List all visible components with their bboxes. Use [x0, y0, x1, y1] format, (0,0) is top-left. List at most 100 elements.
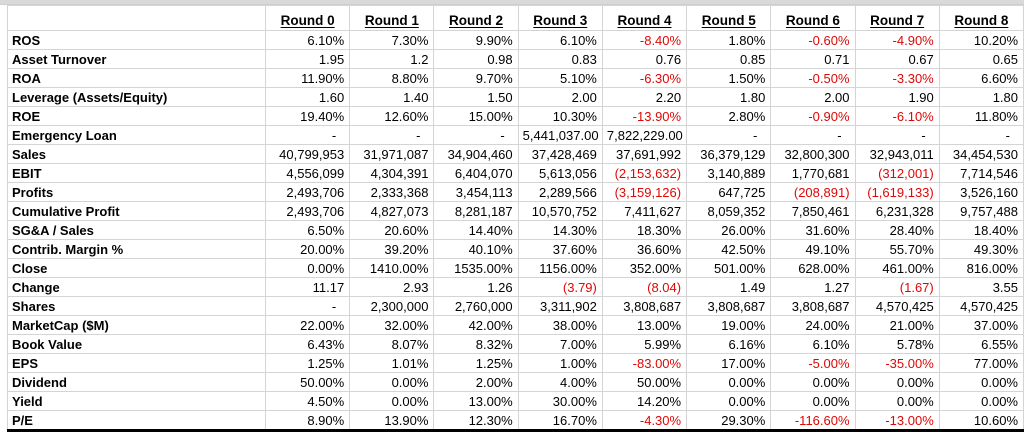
value-cell[interactable]: 0.00% [349, 372, 435, 392]
value-cell[interactable]: 22.00% [264, 315, 351, 335]
value-cell[interactable]: (1,619,133) [854, 182, 940, 202]
value-cell[interactable]: - [433, 125, 519, 145]
value-cell[interactable]: 1410.00% [349, 258, 435, 278]
row-label[interactable]: ROA [7, 68, 266, 88]
value-cell[interactable]: 1.50 [433, 87, 519, 107]
column-header-round-4[interactable]: Round 4 [601, 5, 688, 31]
value-cell[interactable]: 0.00% [770, 372, 856, 392]
row-label[interactable]: ROE [7, 106, 266, 126]
value-cell[interactable]: 36,379,129 [686, 144, 772, 164]
value-cell[interactable]: 1.40 [349, 87, 435, 107]
row-label[interactable]: EBIT [7, 163, 266, 183]
value-cell[interactable]: 42.50% [686, 239, 772, 259]
value-cell[interactable]: 0.00% [770, 391, 856, 411]
value-cell[interactable]: 2.00 [517, 87, 603, 107]
value-cell[interactable]: 6.10% [264, 30, 351, 50]
value-cell[interactable]: 0.71 [770, 49, 856, 69]
column-header-round-5[interactable]: Round 5 [686, 5, 772, 31]
value-cell[interactable]: 5,441,037.00 [517, 125, 603, 145]
value-cell[interactable]: 26.00% [686, 220, 772, 240]
value-cell[interactable]: 14.20% [601, 391, 688, 411]
value-cell[interactable]: 8.07% [349, 334, 435, 354]
value-cell[interactable]: 0.85 [686, 49, 772, 69]
value-cell[interactable]: (3.79) [517, 277, 603, 297]
value-cell[interactable]: 50.00% [264, 372, 351, 392]
value-cell[interactable]: 32.00% [349, 315, 435, 335]
value-cell[interactable]: 7,822,229.00 [601, 125, 688, 145]
value-cell[interactable]: (2,153,632) [601, 163, 688, 183]
value-cell[interactable]: 1.25% [433, 353, 519, 373]
column-header-round-3[interactable]: Round 3 [517, 5, 603, 31]
value-cell[interactable]: 816.00% [938, 258, 1024, 278]
row-label[interactable]: EPS [7, 353, 266, 373]
value-cell[interactable]: 1535.00% [433, 258, 519, 278]
value-cell[interactable]: 6,231,328 [854, 201, 940, 221]
value-cell[interactable]: 37,691,992 [601, 144, 688, 164]
value-cell[interactable]: 17.00% [686, 353, 772, 373]
value-cell[interactable]: 1156.00% [517, 258, 603, 278]
value-cell[interactable]: - [349, 125, 435, 145]
value-cell[interactable]: 3,808,687 [686, 296, 772, 316]
value-cell[interactable]: 2.00 [770, 87, 856, 107]
value-cell[interactable]: -8.40% [601, 30, 688, 50]
value-cell[interactable]: 21.00% [854, 315, 940, 335]
value-cell[interactable]: 13.90% [349, 410, 435, 431]
value-cell[interactable]: 6.60% [938, 68, 1024, 88]
value-cell[interactable]: 6.10% [770, 334, 856, 354]
value-cell[interactable]: 0.83 [517, 49, 603, 69]
value-cell[interactable]: 31.60% [770, 220, 856, 240]
value-cell[interactable]: (1.67) [854, 277, 940, 297]
value-cell[interactable]: 5.10% [517, 68, 603, 88]
value-cell[interactable]: 1.25% [264, 353, 351, 373]
value-cell[interactable]: 7.00% [517, 334, 603, 354]
value-cell[interactable]: 7,714,546 [938, 163, 1024, 183]
value-cell[interactable]: 4.50% [264, 391, 351, 411]
row-label[interactable]: SG&A / Sales [7, 220, 266, 240]
value-cell[interactable]: 2,300,000 [349, 296, 435, 316]
value-cell[interactable]: 13.00% [601, 315, 688, 335]
value-cell[interactable]: 77.00% [938, 353, 1024, 373]
value-cell[interactable]: 20.00% [264, 239, 351, 259]
value-cell[interactable]: -3.30% [854, 68, 940, 88]
value-cell[interactable]: -5.00% [770, 353, 856, 373]
value-cell[interactable]: 14.30% [517, 220, 603, 240]
row-label[interactable]: Change [7, 277, 266, 297]
row-label[interactable]: Shares [7, 296, 266, 316]
value-cell[interactable]: 11.90% [264, 68, 351, 88]
value-cell[interactable]: 38.00% [517, 315, 603, 335]
value-cell[interactable]: 11.17 [264, 277, 351, 297]
value-cell[interactable]: 6.55% [938, 334, 1024, 354]
value-cell[interactable]: 9.70% [433, 68, 519, 88]
value-cell[interactable]: 50.00% [601, 372, 688, 392]
value-cell[interactable]: 42.00% [433, 315, 519, 335]
row-label[interactable]: Asset Turnover [7, 49, 266, 69]
value-cell[interactable]: 1.80 [686, 87, 772, 107]
value-cell[interactable]: -83.00% [601, 353, 688, 373]
value-cell[interactable]: 8,281,187 [433, 201, 519, 221]
value-cell[interactable]: 18.40% [938, 220, 1024, 240]
value-cell[interactable]: 12.30% [433, 410, 519, 431]
value-cell[interactable]: 37.00% [938, 315, 1024, 335]
value-cell[interactable]: 14.40% [433, 220, 519, 240]
row-label[interactable]: Contrib. Margin % [7, 239, 266, 259]
value-cell[interactable]: 55.70% [854, 239, 940, 259]
value-cell[interactable]: 37.60% [517, 239, 603, 259]
row-label[interactable]: Emergency Loan [7, 125, 266, 145]
value-cell[interactable]: 3,311,902 [517, 296, 603, 316]
value-cell[interactable]: 7,850,461 [770, 201, 856, 221]
value-cell[interactable]: 1.80% [686, 30, 772, 50]
column-header-round-1[interactable]: Round 1 [349, 5, 435, 31]
value-cell[interactable]: (3,159,126) [601, 182, 688, 202]
row-label[interactable]: ROS [7, 30, 266, 50]
value-cell[interactable]: 3,454,113 [433, 182, 519, 202]
value-cell[interactable]: 2,333,368 [349, 182, 435, 202]
value-cell[interactable]: 2.80% [686, 106, 772, 126]
value-cell[interactable]: 352.00% [601, 258, 688, 278]
value-cell[interactable]: 1.90 [854, 87, 940, 107]
value-cell[interactable]: 5.78% [854, 334, 940, 354]
value-cell[interactable]: 2.00% [433, 372, 519, 392]
value-cell[interactable]: 8.80% [349, 68, 435, 88]
value-cell[interactable]: - [854, 125, 940, 145]
row-label[interactable]: Cumulative Profit [7, 201, 266, 221]
row-label[interactable]: Dividend [7, 372, 266, 392]
